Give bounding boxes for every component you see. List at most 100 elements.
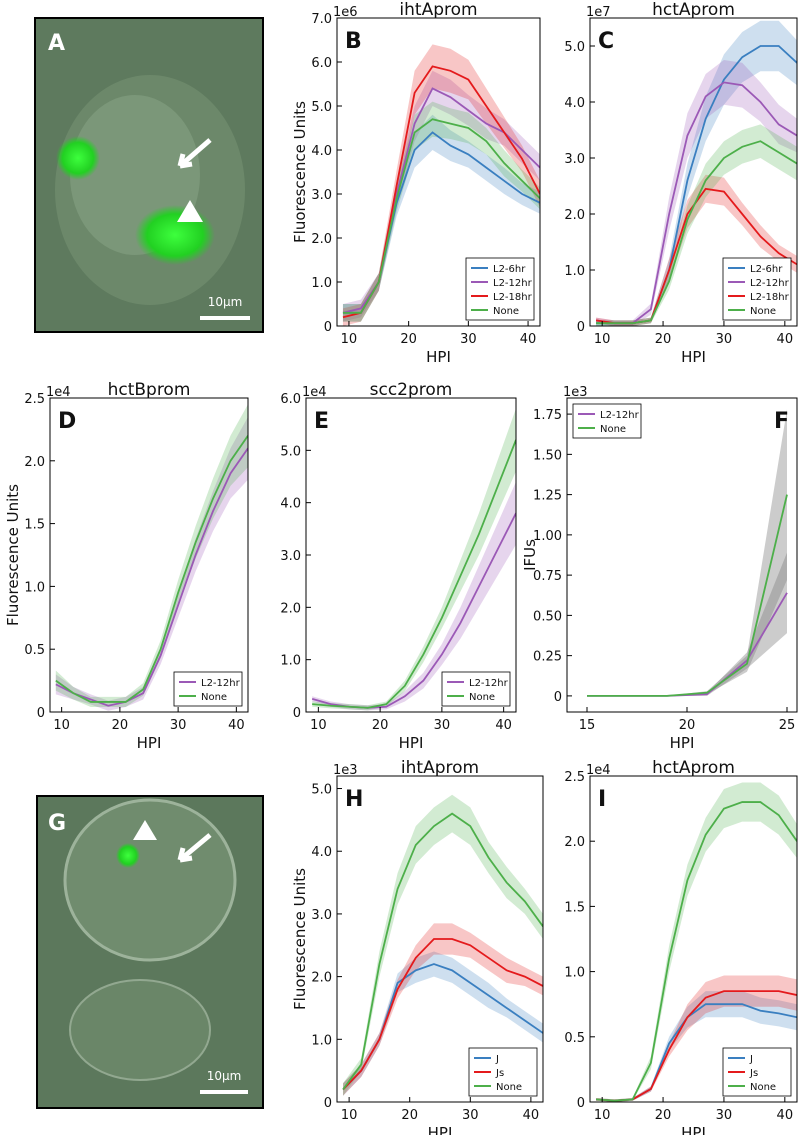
- x-tick-label: 25: [779, 718, 796, 733]
- y-axis-label: Fluorescence Units: [291, 868, 309, 1010]
- arrowhead: [133, 820, 157, 840]
- x-axis-label: HPI: [681, 348, 706, 366]
- series-line: [312, 439, 516, 709]
- error-band: [596, 975, 797, 1102]
- legend-label: L2-6hr: [493, 264, 526, 275]
- series-line: [596, 140, 797, 325]
- y-tick-label: 0: [577, 320, 585, 335]
- y-tick-label: 0.50: [533, 609, 562, 624]
- y-tick-label: 1.25: [533, 489, 562, 504]
- panel-label: A: [48, 31, 65, 56]
- panel-label: C: [598, 29, 614, 54]
- error-band: [343, 951, 543, 1096]
- y-tick-label: 0.5: [24, 643, 45, 658]
- chart: 0 0.5 1.0 1.5 2.0 2.5 10 20 30 40 HPI 1e4 hctAprom I J…: [564, 758, 798, 1135]
- series-line: [342, 118, 540, 314]
- x-tick-label: 30: [716, 1108, 733, 1123]
- fluorescent-spot: [116, 843, 140, 868]
- y-tick-label: 0: [324, 1096, 332, 1111]
- y-scale-label: 1e4: [586, 763, 611, 778]
- arrow: [177, 833, 212, 863]
- x-tick-label: 30: [460, 332, 477, 347]
- panel-label: I: [598, 787, 606, 812]
- legend: L2-12hr None: [173, 671, 243, 707]
- legend-label: J: [749, 1054, 753, 1065]
- plot-frame: [566, 397, 798, 713]
- y-tick-label: 2.0: [24, 455, 45, 470]
- panel-label: F: [774, 409, 789, 434]
- y-tick-label: 1.0: [280, 654, 301, 669]
- x-axis-label: HPI: [399, 734, 424, 752]
- legend-label: None: [600, 424, 626, 435]
- image-panel-a: 10μm A: [34, 17, 264, 333]
- legend-label: L2-12hr: [750, 278, 790, 289]
- series-line: [55, 447, 248, 707]
- y-tick-label: 1.00: [533, 529, 562, 544]
- y-tick-label: 2.0: [311, 232, 332, 247]
- y-tick-label: 5.0: [311, 783, 332, 798]
- x-tick-label: 40: [523, 1108, 540, 1123]
- y-tick-label: 0: [577, 1096, 585, 1111]
- y-tick-label: 7.0: [311, 12, 332, 27]
- fluorescent-spot: [135, 205, 215, 265]
- y-tick-label: 4.0: [311, 845, 332, 860]
- error-band: [312, 408, 516, 711]
- plot-area: [587, 409, 788, 697]
- legend-label: Js: [495, 1068, 504, 1079]
- error-band: [596, 991, 797, 1102]
- error-band: [342, 70, 540, 322]
- x-tick-label: 10: [594, 332, 611, 347]
- legend-label: L2-18hr: [493, 292, 533, 303]
- chart-title: scc2prom: [370, 380, 453, 400]
- error-band: [596, 20, 797, 326]
- x-axis-label: HPI: [681, 1124, 706, 1135]
- x-tick-label: 10: [341, 332, 358, 347]
- y-tick-label: 2.0: [311, 971, 332, 986]
- y-tick-label: 4.0: [280, 497, 301, 512]
- arrowhead: [177, 200, 203, 222]
- plot-area: [595, 20, 797, 326]
- x-tick-label: 40: [520, 332, 537, 347]
- chart-title: ihtAprom: [399, 0, 477, 20]
- chart: 0 0.5 1.0 1.5 2.0 2.5 10 20 30 40 HPI Fluorescence …: [4, 380, 249, 752]
- fluorescent-spot: [56, 136, 100, 180]
- x-tick-label: 20: [655, 1108, 672, 1123]
- y-tick-label: 3.0: [311, 908, 332, 923]
- x-axis-label: HPI: [428, 1124, 453, 1135]
- error-band: [342, 101, 540, 322]
- y-axis-label: Fluorescence Units: [291, 101, 309, 243]
- plot-frame: [336, 17, 541, 327]
- x-tick-label: 30: [434, 718, 451, 733]
- arrow: [177, 138, 212, 169]
- chart-title: hctAprom: [652, 758, 735, 778]
- y-scale-label: 1e4: [302, 385, 327, 400]
- y-tick-label: 1.5: [564, 900, 585, 915]
- panel-label: G: [48, 811, 66, 836]
- legend-label: Js: [749, 1068, 758, 1079]
- x-tick-label: 15: [579, 718, 596, 733]
- x-tick-label: 20: [400, 332, 417, 347]
- error-band: [342, 114, 540, 322]
- chart-title: ihtAprom: [401, 758, 479, 778]
- y-tick-label: 4.0: [564, 96, 585, 111]
- y-scale-label: 1e4: [46, 385, 71, 400]
- x-tick-label: 20: [655, 332, 672, 347]
- series-line: [596, 801, 797, 1102]
- legend-label: L2-12hr: [201, 678, 241, 689]
- y-tick-label: 0: [324, 320, 332, 335]
- y-axis-label: Fluorescence Units: [4, 484, 22, 626]
- y-scale-label: 1e6: [333, 5, 358, 20]
- error-band: [343, 794, 543, 1096]
- y-tick-label: 0: [293, 706, 301, 721]
- y-axis-label: IFUs: [521, 539, 539, 571]
- x-tick-label: 40: [228, 718, 245, 733]
- legend-label: None: [201, 692, 227, 703]
- x-tick-label: 10: [594, 1108, 611, 1123]
- y-tick-label: 3.0: [311, 188, 332, 203]
- cell: [63, 798, 237, 962]
- y-tick-label: 2.5: [24, 392, 45, 407]
- x-tick-label: 10: [310, 718, 327, 733]
- y-tick-label: 1.0: [24, 580, 45, 595]
- panel-label: B: [345, 29, 362, 54]
- chart: 0 0.25 0.50 0.75 1.00 1.25 1.50 1.75 15 20 25 HPI IF…: [521, 385, 798, 752]
